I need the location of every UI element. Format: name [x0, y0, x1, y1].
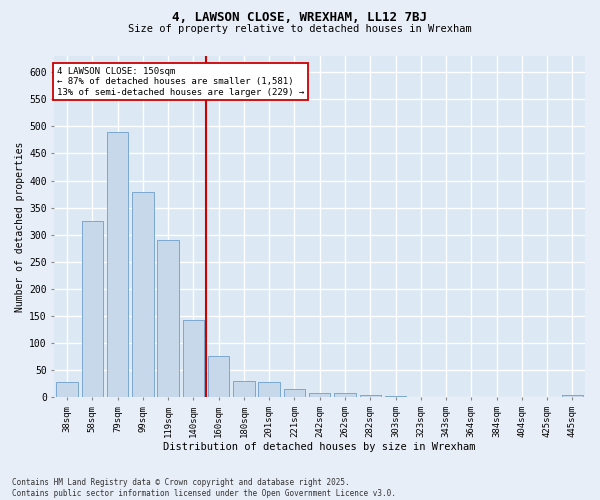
- Bar: [182, 320, 204, 397]
- Text: 4 LAWSON CLOSE: 150sqm
← 87% of detached houses are smaller (1,581)
13% of semi-: 4 LAWSON CLOSE: 150sqm ← 87% of detached…: [57, 67, 304, 96]
- Bar: [562, 396, 583, 397]
- Bar: [461, 396, 482, 397]
- Text: Contains HM Land Registry data © Crown copyright and database right 2025.
Contai: Contains HM Land Registry data © Crown c…: [12, 478, 396, 498]
- Bar: [385, 396, 406, 397]
- Bar: [359, 396, 381, 397]
- Y-axis label: Number of detached properties: Number of detached properties: [15, 142, 25, 312]
- Bar: [107, 132, 128, 397]
- Bar: [334, 394, 356, 397]
- Bar: [259, 382, 280, 397]
- Bar: [309, 392, 331, 397]
- Text: 4, LAWSON CLOSE, WREXHAM, LL12 7BJ: 4, LAWSON CLOSE, WREXHAM, LL12 7BJ: [173, 11, 427, 24]
- Bar: [56, 382, 78, 397]
- Bar: [157, 240, 179, 397]
- Bar: [410, 396, 431, 397]
- Bar: [82, 221, 103, 397]
- Bar: [436, 396, 457, 397]
- Bar: [208, 356, 229, 397]
- Bar: [233, 381, 254, 397]
- Bar: [284, 389, 305, 397]
- Text: Size of property relative to detached houses in Wrexham: Size of property relative to detached ho…: [128, 24, 472, 34]
- X-axis label: Distribution of detached houses by size in Wrexham: Distribution of detached houses by size …: [163, 442, 476, 452]
- Bar: [132, 192, 154, 397]
